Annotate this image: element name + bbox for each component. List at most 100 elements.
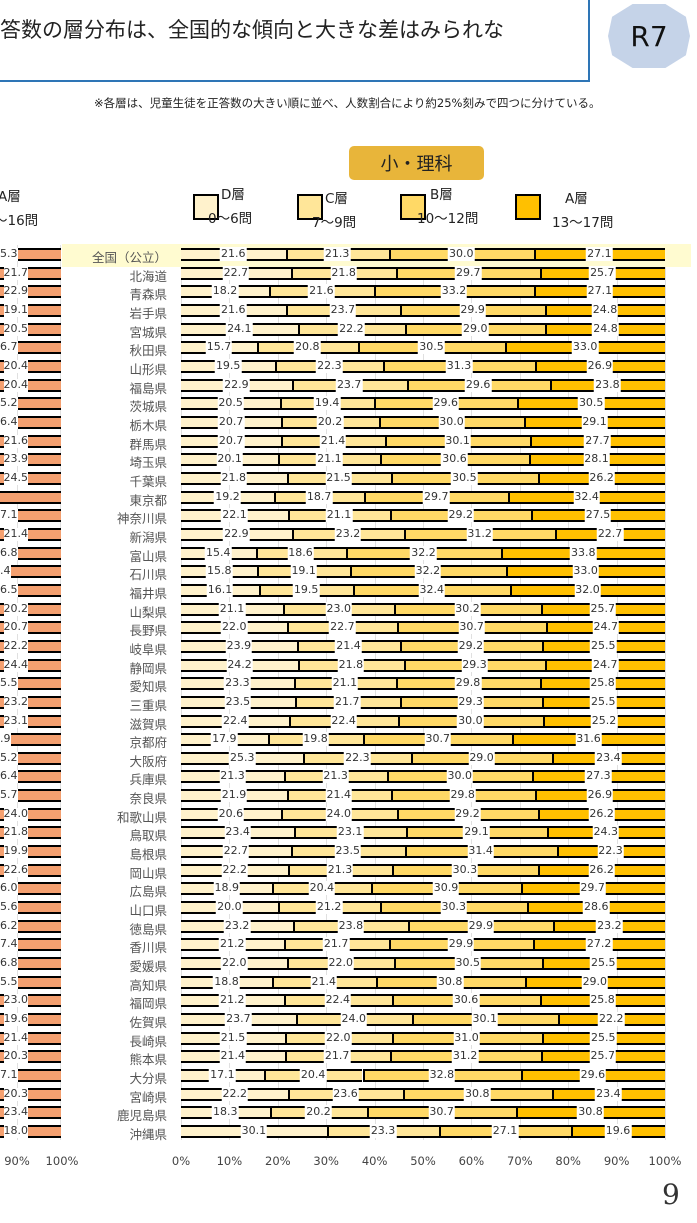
value-label: 21.8 <box>337 657 365 672</box>
category-label: 徳島県 <box>129 921 167 937</box>
left-value-label: 6.4 <box>0 415 18 429</box>
value-label: 20.7 <box>217 433 245 448</box>
value-label: 31.4 <box>467 844 494 859</box>
gridline <box>471 245 473 1140</box>
table-row: 6.4 兵庫県 21.3 21.3 30.0 27.3 <box>0 768 697 787</box>
year-badge: R7 <box>608 4 690 68</box>
value-label: 29.3 <box>457 694 484 709</box>
gridline <box>277 245 279 1140</box>
value-label: 22.9 <box>223 526 250 541</box>
value-label: 25.8 <box>589 676 616 691</box>
left-value-label: 20.2 <box>3 602 28 616</box>
value-label: 27.5 <box>584 508 612 523</box>
left-value-label: 6.8 <box>0 546 18 560</box>
left-value-label: 20.3 <box>3 1087 28 1101</box>
table-row: 23.0 福岡県 21.2 22.4 30.6 25.8 <box>0 992 697 1011</box>
value-label: 15.7 <box>205 340 233 355</box>
left-partial-bar: 5.7 <box>0 789 61 804</box>
value-label: 24.2 <box>226 657 253 672</box>
left-x-tick-label: 90% <box>4 1154 30 1168</box>
table-row: 23.1 滋賀県 22.4 22.4 30.0 25.2 <box>0 713 697 732</box>
value-label: 21.2 <box>219 993 246 1008</box>
value-label: 19.2 <box>214 489 241 504</box>
value-label: 27.1 <box>491 1124 519 1139</box>
value-label: 30.9 <box>432 881 460 896</box>
left-value-label: 7.4 <box>0 938 18 952</box>
left-value-label: 19.6 <box>3 1013 28 1027</box>
table-row: 21.7 北海道 22.7 21.8 29.7 25.7 <box>0 265 697 284</box>
value-label: 23.2 <box>223 918 251 933</box>
value-label: 29.7 <box>579 881 606 896</box>
left-partial-bar: 5.5 <box>0 677 61 692</box>
left-partial-bar: 24.5 <box>0 471 61 487</box>
left-partial-bar: 6.8 <box>0 957 61 972</box>
left-partial-bar: .4 <box>0 565 61 580</box>
table-row: 6.0 広島県 18.9 20.4 30.9 29.7 <box>0 880 697 899</box>
page-number: 9 <box>662 1178 680 1211</box>
value-label: 21.7 <box>323 1049 351 1064</box>
category-label: 沖縄県 <box>129 1127 167 1143</box>
category-label: 広島県 <box>129 884 167 900</box>
legend-label: A層 <box>565 191 588 207</box>
value-label: 30.7 <box>458 620 485 635</box>
x-tick-label: 50% <box>410 1154 436 1168</box>
value-label: 30.8 <box>577 1105 604 1120</box>
value-label: 18.8 <box>213 974 240 989</box>
category-label: 山梨県 <box>129 604 167 620</box>
category-label: 島根県 <box>129 847 167 863</box>
left-value-label: 5.6 <box>0 901 18 915</box>
value-label: 21.2 <box>315 900 343 915</box>
value-label: 18.6 <box>287 545 314 560</box>
table-row: 19.9 島根県 22.7 23.5 31.4 22.3 <box>0 843 697 862</box>
value-label: 23.5 <box>224 694 252 709</box>
left-value-label: .4 <box>0 565 11 579</box>
value-label: 30.3 <box>440 900 467 915</box>
left-value-label: 20.5 <box>3 322 28 336</box>
value-label: 22.7 <box>222 844 250 859</box>
value-label: 30.0 <box>457 713 484 728</box>
category-label: 山形県 <box>129 361 167 377</box>
value-label: 19.6 <box>604 1124 632 1139</box>
value-label: 29.8 <box>454 676 482 691</box>
table-row: 21.6 群馬県 20.7 21.4 30.1 27.7 <box>0 433 697 452</box>
value-label: 21.7 <box>334 694 361 709</box>
value-label: 21.6 <box>220 302 247 317</box>
table-row: 21.8 鳥取県 23.4 23.1 29.1 24.3 <box>0 824 697 843</box>
value-label: 29.9 <box>459 302 486 317</box>
value-label: 25.2 <box>590 713 618 728</box>
value-label: 25.8 <box>589 993 616 1008</box>
table-row: 22.6 岡山県 22.2 21.3 30.3 26.2 <box>0 862 697 881</box>
table-row: 24.0 和歌山県 20.6 24.0 29.2 26.2 <box>0 806 697 825</box>
value-label: 21.5 <box>219 1030 247 1045</box>
left-partial-bar: 6.5 <box>0 583 61 599</box>
left-partial-bar: 20.5 <box>0 322 61 338</box>
value-label: 29.1 <box>463 825 490 840</box>
value-label: 21.4 <box>325 788 353 803</box>
table-row: 24.5 千葉県 21.8 21.5 30.5 26.2 <box>0 470 697 489</box>
title-box <box>0 0 590 82</box>
bar-segment-a-prev <box>0 490 61 504</box>
left-value-label: 6.4 <box>0 770 18 784</box>
value-label: 23.8 <box>594 377 621 392</box>
value-label: 21.6 <box>220 247 247 261</box>
table-row: 19.6 佐賀県 23.7 24.0 30.1 22.2 <box>0 1011 697 1030</box>
value-label: 25.5 <box>590 1030 617 1045</box>
value-label: 32.2 <box>410 545 437 560</box>
value-label: 30.8 <box>436 974 464 989</box>
category-label: 静岡県 <box>129 660 167 676</box>
value-label: 22.4 <box>221 713 249 728</box>
category-label: 和歌山県 <box>116 809 167 825</box>
category-label: 奈良県 <box>129 791 167 807</box>
value-label: 29.0 <box>462 321 489 336</box>
left-value-label: 5.2 <box>0 397 18 411</box>
value-label: 20.6 <box>217 806 245 821</box>
left-partial-bar: 5.2 <box>0 397 61 412</box>
category-label: 愛媛県 <box>129 959 167 975</box>
value-label: 22.0 <box>220 620 248 635</box>
category-label: 鹿児島県 <box>116 1108 167 1124</box>
value-label: 20.8 <box>294 340 321 355</box>
category-label: 埼玉県 <box>129 455 167 471</box>
table-row: 20.2 山梨県 21.1 23.0 30.2 25.7 <box>0 601 697 620</box>
value-label: 29.2 <box>457 638 485 653</box>
left-legend-label: A層 <box>0 189 21 205</box>
